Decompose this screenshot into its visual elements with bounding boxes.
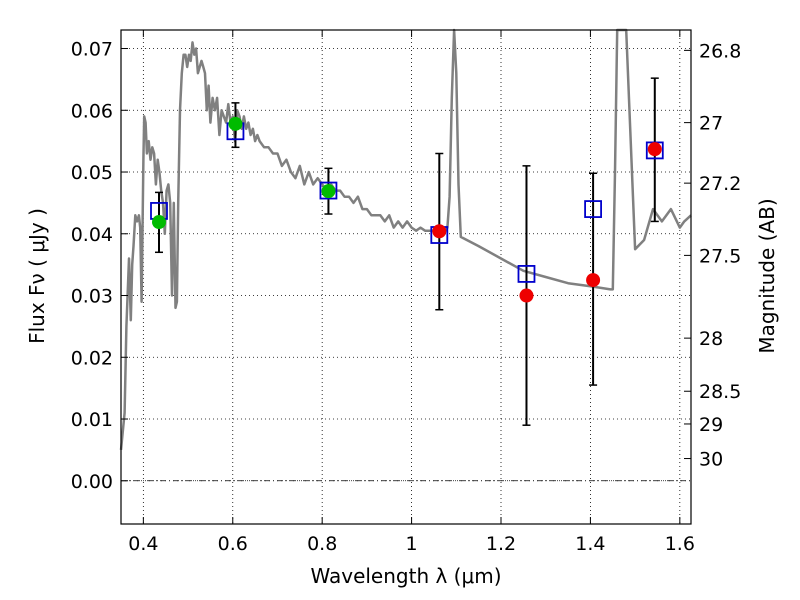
x-tick-label: 1.2 [486, 533, 516, 555]
observed-point [228, 116, 243, 131]
y-tick-label: 0.02 [71, 347, 113, 369]
x-tick-label: 1 [406, 533, 418, 555]
model-square [584, 200, 602, 218]
y-tick-label: 0.04 [71, 224, 113, 246]
y-tick-label: 0.05 [71, 162, 113, 184]
x-tick-label: 1.4 [575, 533, 605, 555]
plot-frame [120, 29, 692, 525]
y-tick-label: 0.03 [71, 286, 113, 308]
sed-curve [119, 28, 692, 451]
y2-tick-label: 27.5 [699, 245, 741, 267]
x-tick-label: 1.6 [665, 533, 695, 555]
y2-ticks: 26.8 27 27.2 27.5 28 28.5 29 30 [684, 40, 741, 471]
error-bars [155, 77, 659, 426]
y-tick-label: 0.07 [71, 39, 113, 61]
y-axis-label: Flux Fν ( μJy ) [25, 208, 49, 344]
x-tick-label: 0.8 [307, 533, 337, 555]
model-square [319, 181, 338, 200]
y2-tick-label: 30 [699, 449, 723, 471]
y2-tick-label: 27 [699, 113, 723, 135]
x-tick-label: 0.4 [128, 533, 158, 555]
y-tick-label: 0.06 [71, 100, 113, 122]
observed-point [152, 215, 166, 230]
observed-point [432, 224, 447, 239]
grid-lines [121, 30, 691, 524]
observed-point [519, 288, 534, 303]
y-tick-label: 0.00 [71, 471, 113, 493]
x-ticks: 0.4 0.6 0.8 1 1.2 1.4 1.6 [128, 30, 695, 555]
y2-tick-label: 26.8 [699, 40, 741, 62]
y2-tick-label: 29 [699, 414, 723, 436]
observed-points [152, 116, 662, 303]
observed-point [647, 142, 662, 157]
y2-tick-label: 28.5 [699, 381, 741, 403]
model-points [150, 122, 664, 283]
observed-point [321, 184, 336, 199]
x-axis-label: Wavelength λ (μm) [310, 564, 501, 588]
observed-point [586, 273, 601, 288]
y2-tick-label: 27.2 [699, 173, 741, 195]
model-square [517, 265, 536, 283]
y2-tick-label: 28 [699, 328, 723, 350]
x-tick-label: 0.6 [218, 533, 248, 555]
y2-axis-label: Magnitude (AB) [755, 198, 779, 353]
y-tick-label: 0.01 [71, 409, 113, 431]
sed-curve-layer [119, 28, 692, 451]
y-ticks: 0.00 0.01 0.02 0.03 0.04 0.05 0.06 0.07 [71, 39, 128, 493]
